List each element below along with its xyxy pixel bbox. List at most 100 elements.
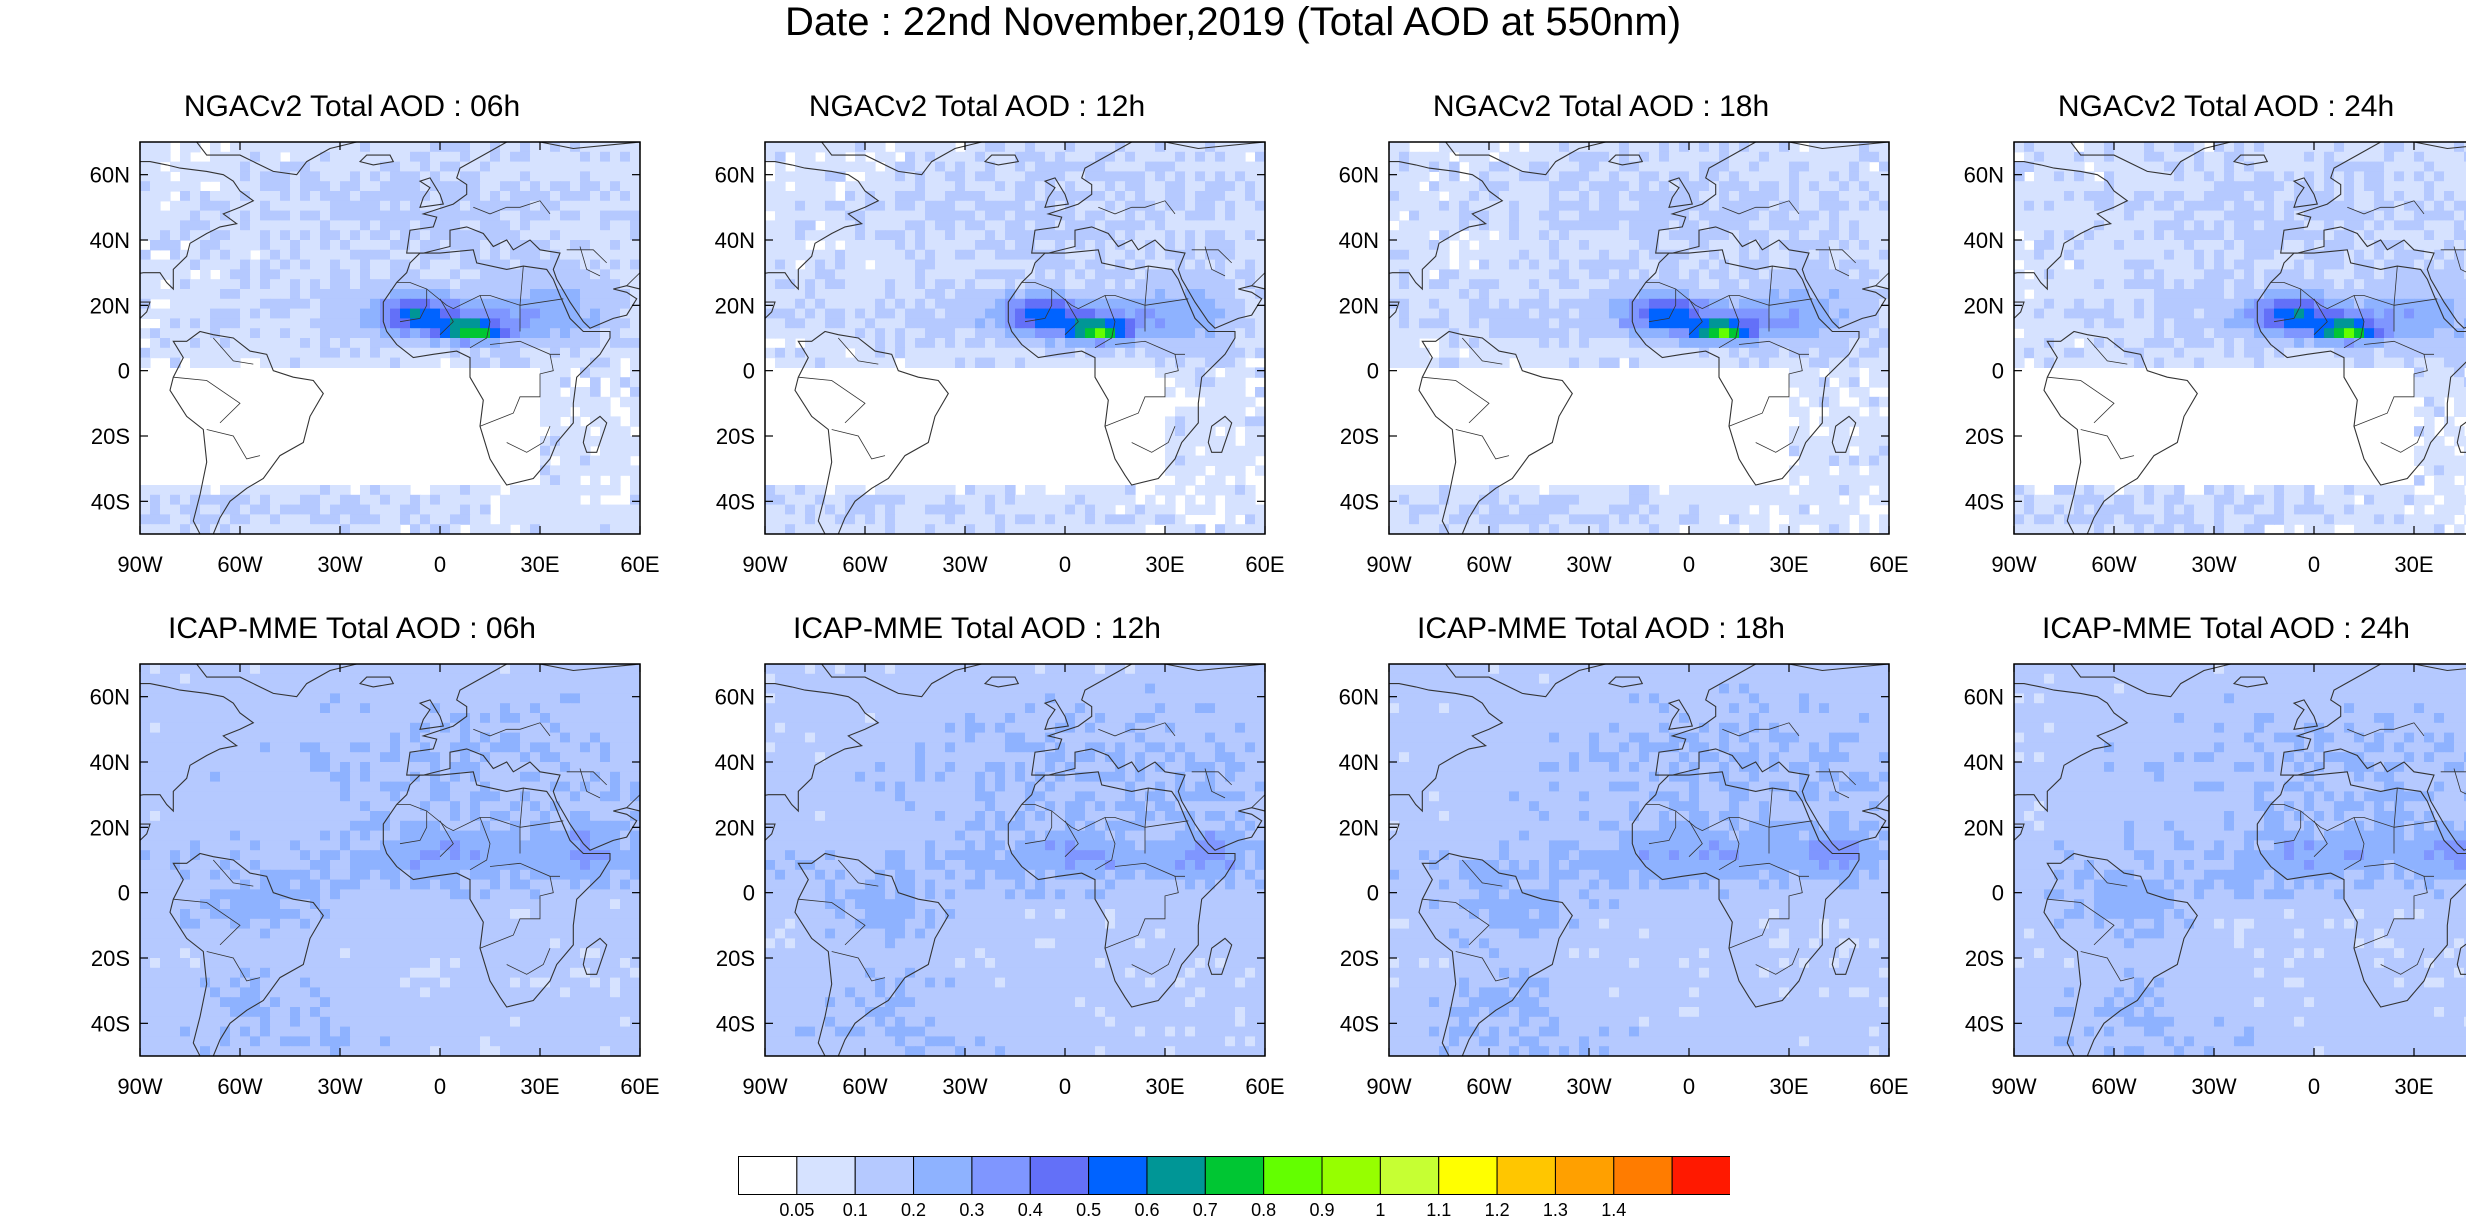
colorbar-swatch — [1554, 1156, 1615, 1195]
colorbar-swatch — [1088, 1156, 1148, 1195]
lat-tick-label: 40N — [1964, 750, 2004, 775]
lat-tick-label: 60N — [1964, 685, 2004, 710]
lon-tick-label: 30E — [2394, 1074, 2433, 1099]
lon-tick-label: 60W — [1466, 552, 1511, 577]
lat-tick-label: 20N — [90, 293, 130, 318]
colorbar-swatch — [738, 1156, 798, 1195]
lon-tick-label: 0 — [434, 552, 446, 577]
aod-field — [2014, 142, 2466, 534]
lat-tick-label: 40S — [91, 1011, 130, 1036]
colorbar-label: 0.8 — [1251, 1200, 1276, 1218]
lon-tick-label: 30W — [2191, 1074, 2236, 1099]
map-panel: NGACv2 Total AOD : 06h 90W 60W 30W 0 30E 60E 60… — [72, 90, 660, 620]
lon-tick-label: 60W — [1466, 1074, 1511, 1099]
lon-tick-label: 0 — [1059, 1074, 1071, 1099]
panel-title: ICAP-MME Total AOD : 24h — [2042, 612, 2410, 645]
panel-title: NGACv2 Total AOD : 06h — [183, 90, 521, 123]
aod-field — [140, 142, 640, 534]
lon-tick-label: 30E — [1769, 552, 1808, 577]
coastlines — [765, 664, 1265, 1056]
lat-tick-label: 40S — [716, 489, 755, 514]
colorbar-swatch — [1496, 1156, 1556, 1195]
lat-tick-label: 0 — [1367, 359, 1379, 384]
colorbar-label: 0.3 — [959, 1200, 984, 1218]
lat-tick-label: 40S — [91, 489, 130, 514]
colorbar-label: 1 — [1375, 1200, 1385, 1218]
aod-field — [765, 664, 1265, 1056]
colorbar-swatch — [1204, 1156, 1265, 1195]
lon-tick-label: 60E — [1245, 1074, 1284, 1099]
lat-tick-label: 60N — [1964, 163, 2004, 188]
panel-title: NGACv2 Total AOD : 24h — [2057, 90, 2395, 123]
lon-tick-label: 60W — [217, 552, 262, 577]
lon-tick-label: 30E — [520, 552, 559, 577]
colorbar-swatch — [854, 1156, 915, 1195]
lat-tick-label: 40N — [1964, 228, 2004, 253]
lat-tick-label: 20S — [1340, 946, 1379, 971]
lon-tick-label: 60W — [217, 1074, 262, 1099]
lon-tick-label: 60W — [2091, 1074, 2136, 1099]
lat-tick-label: 20S — [1965, 424, 2004, 449]
lon-tick-label: 60E — [620, 552, 659, 577]
panel-title: ICAP-MME Total AOD : 18h — [1417, 612, 1785, 645]
lon-tick-label: 90W — [1991, 552, 2036, 577]
lat-tick-label: 0 — [1367, 881, 1379, 906]
lat-tick-label: 40N — [1339, 750, 1379, 775]
lon-tick-label: 30E — [1145, 1074, 1184, 1099]
lon-tick-label: 0 — [2308, 552, 2320, 577]
lon-tick-label: 0 — [1059, 552, 1071, 577]
lat-tick-label: 20N — [90, 815, 130, 840]
lat-tick-label: 40N — [715, 750, 755, 775]
colorbar-label: 1.4 — [1601, 1200, 1626, 1218]
panel-title: ICAP-MME Total AOD : 06h — [168, 612, 536, 645]
lon-tick-label: 60E — [620, 1074, 659, 1099]
lat-tick-label: 20S — [716, 424, 755, 449]
lat-tick-label: 20N — [1339, 293, 1379, 318]
lat-tick-label: 60N — [715, 685, 755, 710]
colorbar-swatch — [1321, 1156, 1381, 1195]
lon-tick-label: 0 — [434, 1074, 446, 1099]
lon-tick-label: 90W — [117, 552, 162, 577]
lon-tick-label: 30W — [317, 1074, 362, 1099]
lat-tick-label: 20N — [1339, 815, 1379, 840]
colorbar: 0.05 0.1 0.2 0.3 0.4 0.5 0.6 0.7 0.8 0.9 1 1.1 1.2 1.… — [738, 1156, 1730, 1218]
lon-tick-label: 30W — [2191, 552, 2236, 577]
lat-tick-label: 40S — [1965, 1011, 2004, 1036]
lat-tick-label: 0 — [118, 881, 130, 906]
colorbar-swatch — [1146, 1156, 1206, 1195]
lat-tick-label: 40N — [90, 750, 130, 775]
lat-tick-label: 0 — [118, 359, 130, 384]
lat-tick-label: 20S — [1965, 946, 2004, 971]
lon-tick-label: 0 — [1683, 1074, 1695, 1099]
lon-tick-label: 30E — [1145, 552, 1184, 577]
lon-tick-label: 30E — [520, 1074, 559, 1099]
lat-tick-label: 40N — [1339, 228, 1379, 253]
colorbar-label: 1.1 — [1426, 1200, 1451, 1218]
lat-tick-label: 20S — [91, 946, 130, 971]
colorbar-label: 0.7 — [1193, 1200, 1218, 1218]
panel-title: NGACv2 Total AOD : 18h — [1432, 90, 1770, 123]
colorbar-swatch — [971, 1156, 1031, 1195]
colorbar-label: 0.4 — [1018, 1200, 1043, 1218]
lat-tick-label: 20N — [715, 815, 755, 840]
map-panel: ICAP-MME Total AOD : 24h90W60W30W030E60E… — [1946, 612, 2466, 1142]
colorbar-label: 0.6 — [1134, 1200, 1159, 1218]
lat-tick-label: 0 — [1992, 881, 2004, 906]
lat-tick-label: 20N — [1964, 815, 2004, 840]
lon-tick-label: 90W — [117, 1074, 162, 1099]
colorbar-label: 1.2 — [1485, 1200, 1510, 1218]
lat-tick-label: 0 — [1992, 359, 2004, 384]
lat-tick-label: 60N — [90, 163, 130, 188]
lon-tick-label: 30W — [1566, 552, 1611, 577]
aod-field — [2014, 664, 2466, 1056]
colorbar-label: 0.5 — [1076, 1200, 1101, 1218]
coastlines — [1389, 664, 1889, 1056]
lon-tick-label: 30W — [942, 552, 987, 577]
lon-tick-label: 0 — [1683, 552, 1695, 577]
lat-tick-label: 40S — [1340, 1011, 1379, 1036]
